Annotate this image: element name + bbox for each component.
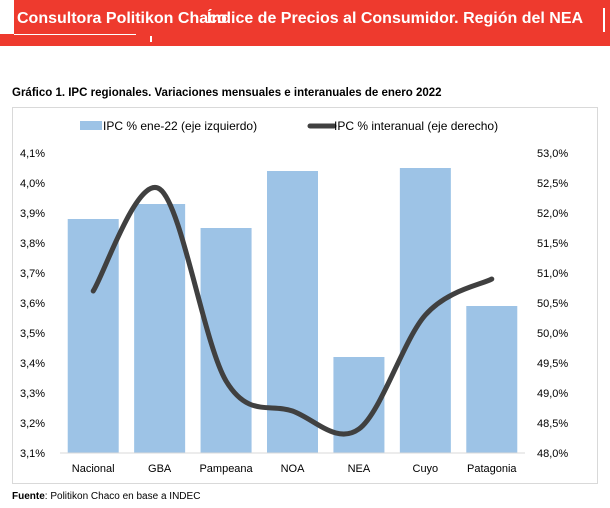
left-axis-tick: 4,0% <box>20 178 45 190</box>
bar-gba <box>134 204 186 453</box>
category-label: NOA <box>281 463 306 475</box>
right-axis-tick: 51,5% <box>537 238 568 250</box>
header-tick <box>150 36 152 42</box>
chart-frame <box>12 107 598 484</box>
header-white-block <box>0 0 14 34</box>
source-label: Fuente <box>12 491 45 502</box>
category-label: GBA <box>148 463 172 475</box>
category-label: Cuyo <box>413 463 439 475</box>
header-underline <box>14 34 136 35</box>
left-axis-tick: 4,1% <box>20 148 45 160</box>
header-divider <box>603 8 605 32</box>
report-title: Índice de Precios al Consumidor. Región … <box>207 10 584 27</box>
right-axis-tick: 48,5% <box>537 418 568 430</box>
category-label: Pampeana <box>199 463 253 475</box>
right-axis-tick: 53,0% <box>537 148 568 160</box>
source-text: : Politikon Chaco en base a INDEC <box>44 491 201 502</box>
bar-cuyo <box>399 168 451 453</box>
left-axis-tick: 3,1% <box>20 448 45 460</box>
category-label: Nacional <box>72 463 115 475</box>
left-axis-tick: 3,6% <box>20 298 45 310</box>
category-label: NEA <box>348 463 371 475</box>
legend-bar-swatch <box>80 121 102 130</box>
left-axis-tick: 3,7% <box>20 268 45 280</box>
header-banner: Consultora Politikon Chaco Índice de Pre… <box>0 0 610 46</box>
line-interanual <box>90 185 495 437</box>
left-axis-tick: 3,4% <box>20 358 45 370</box>
organization-name: Consultora Politikon Chaco <box>17 10 227 27</box>
left-axis-tick: 3,8% <box>20 238 45 250</box>
legend-line-label: IPC % interanual (eje derecho) <box>334 119 498 133</box>
left-axis-tick: 3,2% <box>20 418 45 430</box>
left-axis-tick: 3,9% <box>20 208 45 220</box>
right-axis-tick: 50,0% <box>537 328 568 340</box>
right-axis-tick: 49,5% <box>537 358 568 370</box>
figure-title: Gráfico 1. IPC regionales. Variaciones m… <box>12 87 442 99</box>
right-axis-tick: 52,0% <box>537 208 568 220</box>
legend-bar-label: IPC % ene-22 (eje izquierdo) <box>103 119 257 133</box>
right-axis-tick: 52,5% <box>537 178 568 190</box>
source-note: Fuente: Politikon Chaco en base a INDEC <box>12 491 200 502</box>
category-label: Patagonia <box>467 463 517 475</box>
right-axis-tick: 48,0% <box>537 448 568 460</box>
left-axis-tick: 3,5% <box>20 328 45 340</box>
left-axis-tick: 3,3% <box>20 388 45 400</box>
right-axis-tick: 51,0% <box>537 268 568 280</box>
right-axis-tick: 50,5% <box>537 298 568 310</box>
right-axis-tick: 49,0% <box>537 388 568 400</box>
bar-patagonia <box>466 306 518 453</box>
